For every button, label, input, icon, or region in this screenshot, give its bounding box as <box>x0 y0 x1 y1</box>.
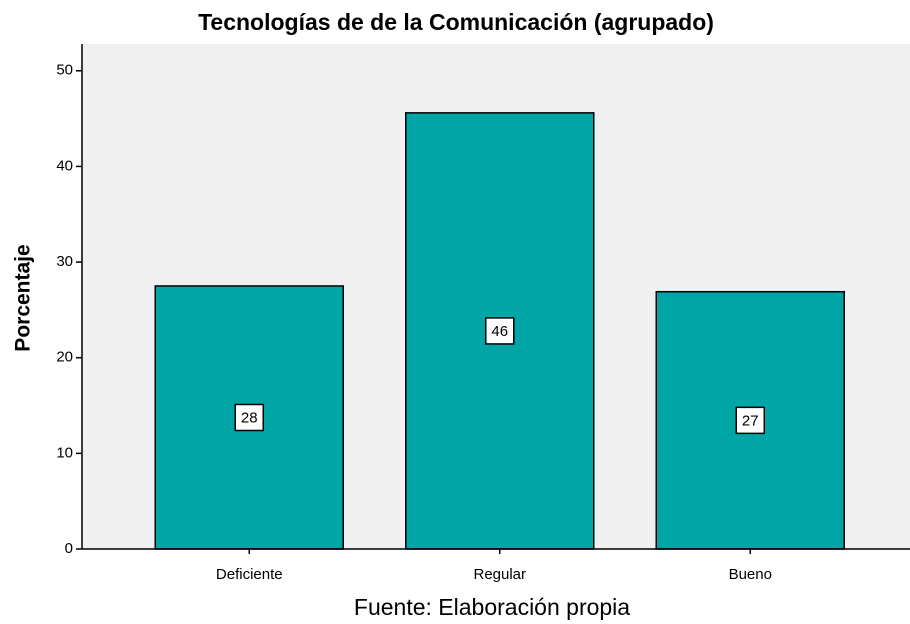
value-label: 27 <box>742 412 759 429</box>
y-tick-label: 30 <box>56 253 73 270</box>
value-label: 28 <box>241 409 258 426</box>
bar <box>154 285 344 550</box>
value-label: 46 <box>491 323 508 340</box>
y-tick-label: 10 <box>56 444 73 461</box>
y-tick-label: 50 <box>56 62 73 79</box>
value-label-box <box>735 406 765 435</box>
y-tick-label: 20 <box>56 349 73 366</box>
y-tick-label: 40 <box>56 157 73 174</box>
x-tick-label: Bueno <box>729 566 772 583</box>
value-label-box <box>234 403 264 432</box>
y-tick-label: 0 <box>65 540 73 557</box>
x-tick-label: Regular <box>473 566 526 583</box>
source-note: Fuente: Elaboración propia <box>354 594 630 620</box>
x-tick-label: Deficiente <box>216 566 283 583</box>
y-axis-label: Porcentaje <box>12 244 35 351</box>
value-label-box <box>485 317 515 345</box>
chart-title: Tecnologías de de la Comunicación (agrup… <box>198 9 714 35</box>
